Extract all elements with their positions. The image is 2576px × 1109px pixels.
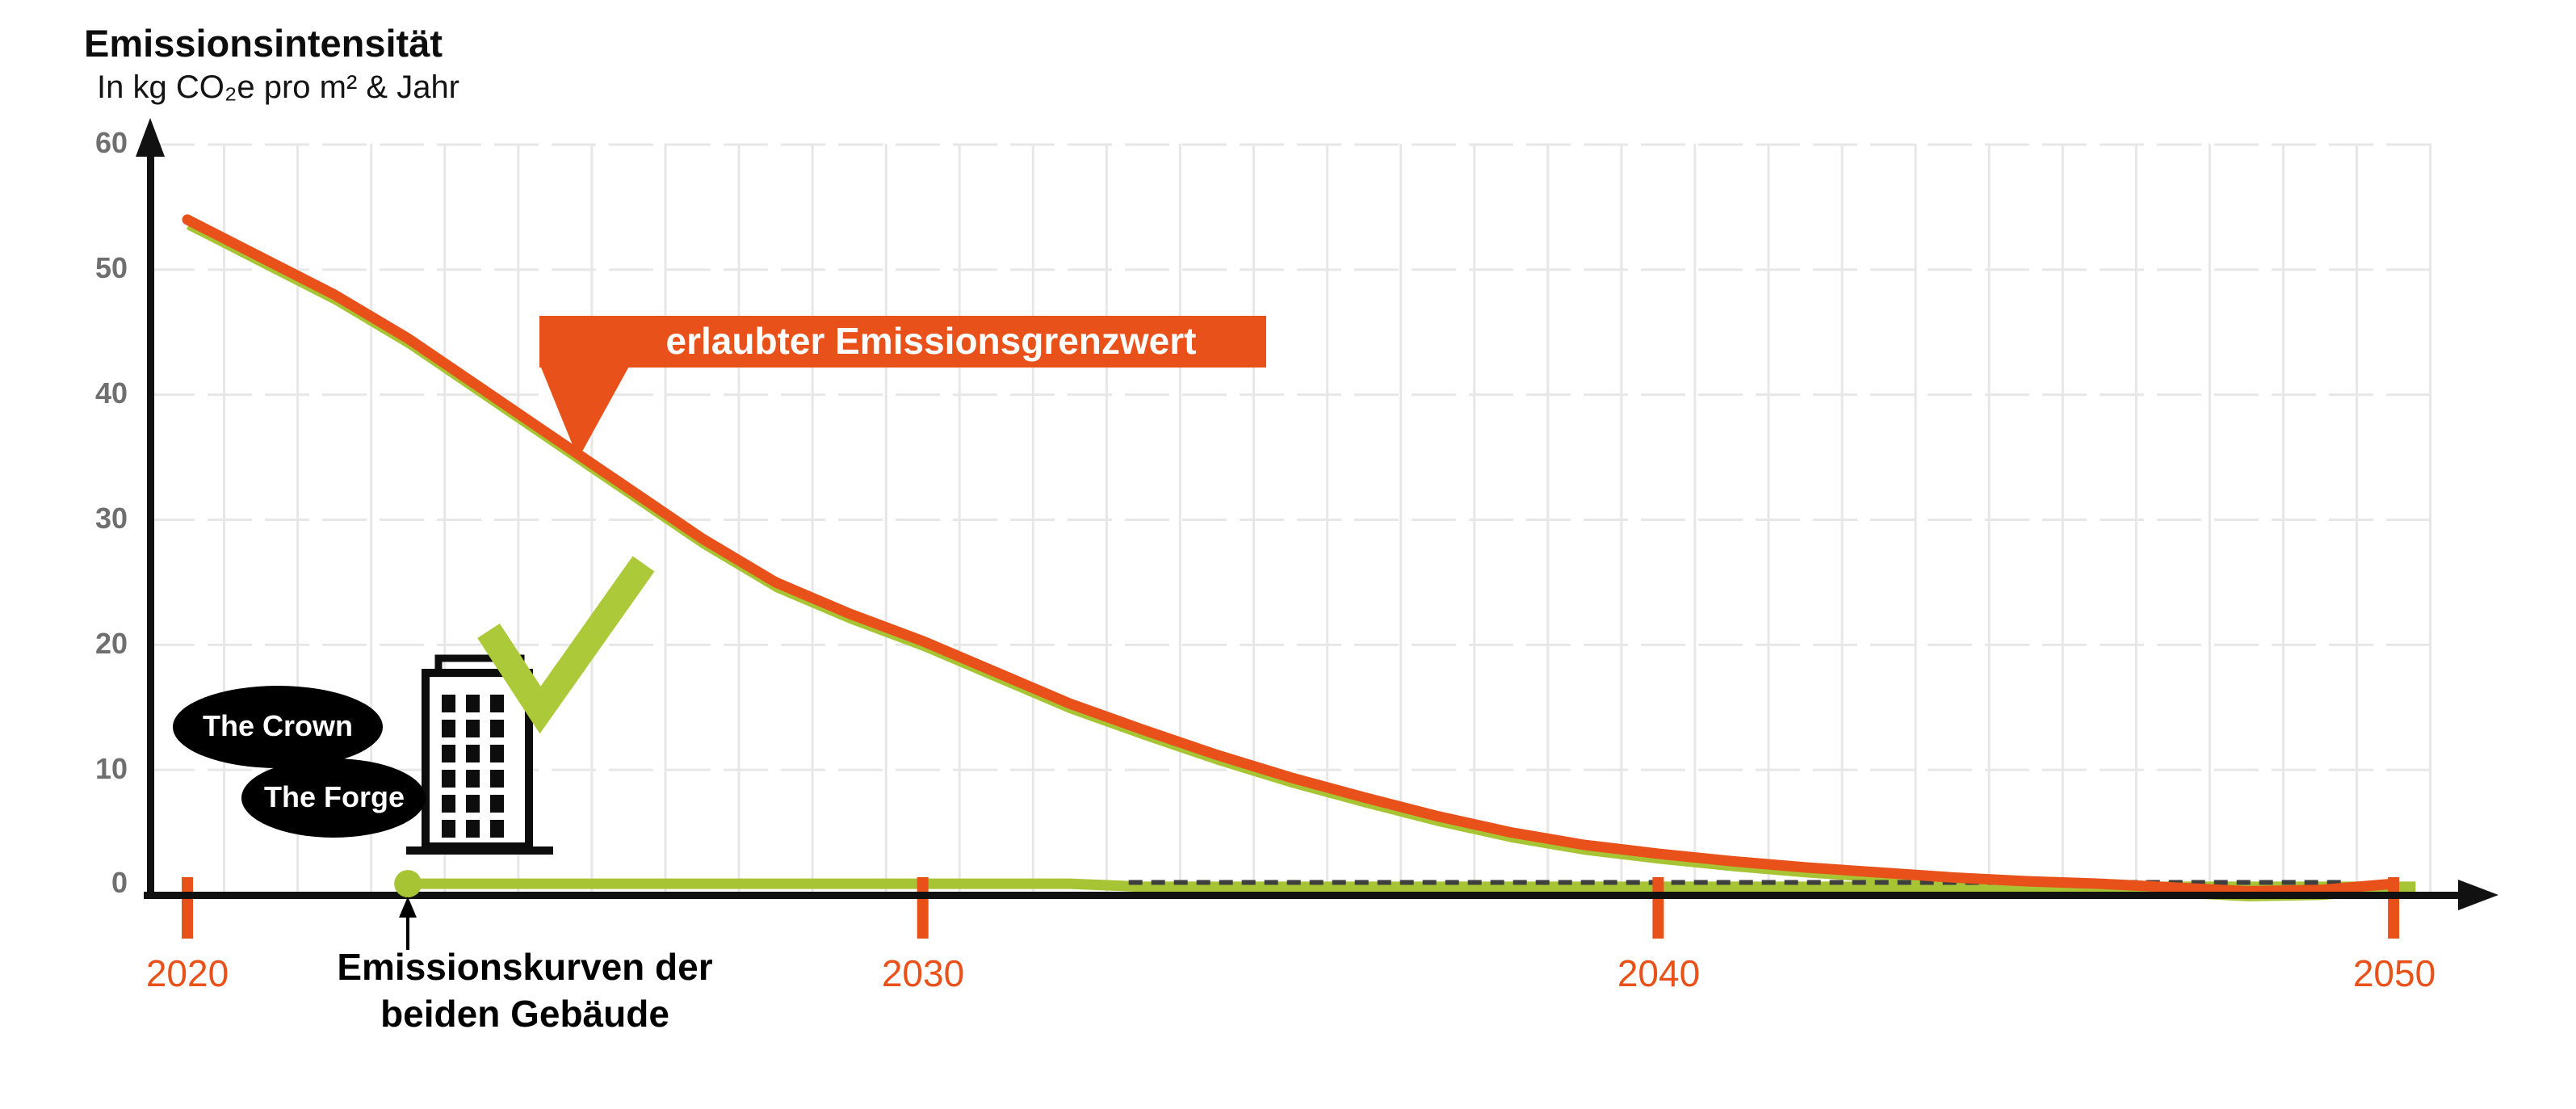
y-axis-line: [147, 147, 154, 895]
chart-title: Emissionsintensität: [84, 22, 443, 65]
buildings-curves-annotation: Emissionskurven der beiden Gebäude: [291, 943, 759, 1037]
axes: [136, 118, 2498, 910]
buildings-curves-annotation-line1: Emissionskurven der: [337, 946, 713, 988]
x-axis-arrowhead-icon: [2458, 880, 2498, 910]
green-start-dot-marker: [394, 870, 422, 898]
annotation-arrowhead-icon: [399, 897, 417, 918]
y-axis-arrowhead-icon: [136, 118, 165, 157]
building-icon: [406, 654, 553, 855]
emission-limit-curve: [182, 214, 2399, 897]
x-tick-label-2040: 2040: [1617, 952, 1701, 994]
x-tick-2040: [1652, 877, 1664, 939]
x-tick-label-2050: 2050: [2352, 952, 2436, 994]
building-label-the-forge: The Forge: [263, 780, 405, 813]
callout-box: [539, 316, 1266, 368]
buildings-curves-annotation-line2: beiden Gebäude: [380, 993, 669, 1035]
annotation-arrow: [399, 897, 417, 950]
building-base: [406, 846, 553, 855]
y-tick-label-30: 30: [94, 502, 128, 535]
y-tick-label-40: 40: [94, 376, 128, 410]
annotation-arrow-line: [406, 914, 409, 950]
building-windows: [442, 695, 504, 838]
chart-subtitle: In kg CO₂e pro m² & Jahr: [97, 69, 460, 105]
y-tick-label-60: 60: [94, 126, 128, 159]
callout-pointer-triangle: [539, 363, 631, 459]
building-label-the-crown: The Crown: [203, 709, 353, 742]
x-tick-2020: [182, 877, 193, 939]
y-tick-label-50: 50: [94, 251, 128, 284]
checkmark-icon: [477, 556, 655, 734]
limit-callout: [539, 316, 1266, 459]
limit-callout-label: erlaubter Emissionsgrenzwert: [665, 320, 1197, 362]
y-tick-label-10: 10: [94, 752, 128, 785]
crown-oval: [173, 686, 383, 768]
y-tick-label-20: 20: [94, 627, 128, 660]
x-tick-2050: [2388, 877, 2400, 939]
x-axis-line: [144, 892, 2461, 899]
x-tick-label-2030: 2030: [881, 952, 965, 994]
building-emissions-line-green: [408, 878, 2416, 893]
x-tick-label-2020: 2020: [145, 952, 229, 994]
y-tick-label-0: 0: [111, 866, 128, 899]
gridlines: [150, 143, 2440, 895]
x-tick-2030: [917, 877, 929, 939]
forge-oval: [241, 758, 426, 838]
